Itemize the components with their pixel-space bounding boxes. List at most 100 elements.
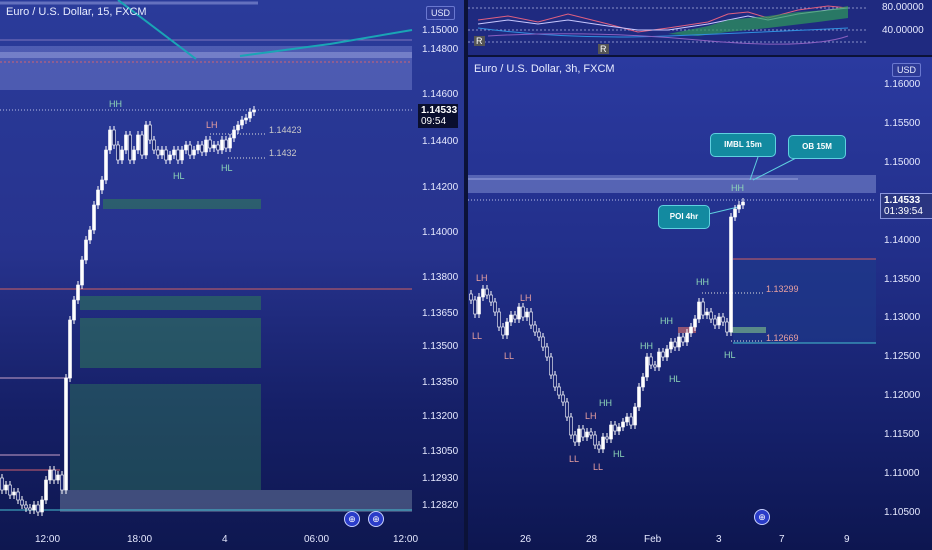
candle-body xyxy=(489,294,493,303)
candle-body xyxy=(216,144,220,151)
left-hl-label-2: HL xyxy=(221,163,233,173)
left-currency-badge[interactable]: USD xyxy=(426,6,456,20)
right-price-tick-label: 1.16000 xyxy=(884,79,921,90)
left-time-tick-label: 4 xyxy=(222,534,228,545)
candle-body xyxy=(473,299,477,315)
right-lh-2: LH xyxy=(520,293,532,303)
right-price-tick-label: 1.11500 xyxy=(884,429,920,441)
candle-body xyxy=(677,336,681,348)
globe-icon[interactable]: ⊕ xyxy=(344,511,360,527)
candle-body xyxy=(641,376,645,388)
globe-icon[interactable]: ⊕ xyxy=(368,511,384,527)
candle-body xyxy=(208,139,212,149)
left-price-tick-label: 1.14200 xyxy=(422,182,459,193)
candle-body xyxy=(549,356,553,376)
right-current-price-value: 1.14533 xyxy=(884,195,921,206)
left-price-tick-label: 1.13500 xyxy=(422,341,459,352)
candle-body xyxy=(28,507,32,511)
candle-body xyxy=(657,351,661,368)
candle-body xyxy=(557,386,561,396)
left-level-label-2: 1.1432 xyxy=(269,148,297,158)
left-price-axis[interactable]: 1.15000 1.14800 1.14600 1.14400 1.14200 1.140… xyxy=(412,0,464,530)
candle-body xyxy=(573,434,577,443)
candle-body xyxy=(693,318,697,328)
candle-body xyxy=(16,491,20,501)
callout-imbl[interactable]: IMBL 15m xyxy=(710,133,776,157)
left-price-tick-label: 1.14000 xyxy=(422,227,459,238)
candle-body xyxy=(36,504,40,513)
right-level-1: 1.13299 xyxy=(766,284,799,294)
candle-body xyxy=(72,299,76,321)
candle-body xyxy=(172,149,176,156)
candle-body xyxy=(509,314,513,323)
demand-zone-1 xyxy=(103,199,261,209)
left-countdown: 09:54 xyxy=(421,116,447,127)
candle-body xyxy=(625,416,629,423)
indicator-marker-1: R xyxy=(474,36,485,46)
left-price-tick-label: 1.13350 xyxy=(422,377,459,388)
left-time-axis[interactable]: 12:00 18:00 4 06:00 12:00 xyxy=(0,530,418,550)
right-time-tick-label: 28 xyxy=(586,534,598,545)
candle-body xyxy=(601,436,605,450)
candle-body xyxy=(669,341,673,350)
candle-body xyxy=(645,356,649,378)
candle-body xyxy=(128,134,132,161)
demand-zone-3 xyxy=(80,318,261,368)
candle-body xyxy=(192,149,196,156)
candle-body xyxy=(164,149,168,161)
candle-body xyxy=(717,316,721,326)
right-chart-canvas[interactable] xyxy=(468,57,932,550)
left-price-tick-label: 1.15000 xyxy=(422,25,459,36)
right-time-tick-label: 9 xyxy=(844,534,850,545)
callout-ob[interactable]: OB 15M xyxy=(788,135,846,159)
right-lh-3: LH xyxy=(585,411,597,421)
right-time-tick-label: Feb xyxy=(644,534,662,545)
candle-body xyxy=(204,139,208,153)
candle-body xyxy=(184,144,188,151)
pane-divider[interactable] xyxy=(464,0,468,550)
pane-divider-h[interactable] xyxy=(468,55,932,57)
left-chart-pane[interactable]: HH LH HL HL 1.14423 1.1432 1.15000 1.1480… xyxy=(0,0,464,550)
indicator-pane[interactable]: R R 80.00000 40.00000 xyxy=(468,0,932,55)
callout-poi[interactable]: POI 4hr xyxy=(658,205,710,229)
candle-body xyxy=(661,351,665,358)
candle-body xyxy=(12,491,16,496)
right-price-axis[interactable]: 1.160001.155001.150001.145001.140001.135… xyxy=(876,57,932,530)
candle-body xyxy=(529,311,533,326)
candle-body xyxy=(160,149,164,156)
left-price-tick-label: 1.13200 xyxy=(422,411,459,422)
left-lh-label: LH xyxy=(206,120,218,130)
candle-body xyxy=(40,499,44,513)
right-currency-badge[interactable]: USD xyxy=(892,63,922,77)
candle-body xyxy=(180,149,184,161)
right-hl-2: HL xyxy=(669,374,681,384)
candle-body xyxy=(196,144,200,151)
right-level-2: 1.12669 xyxy=(766,333,799,343)
candle-body xyxy=(697,301,701,320)
right-hh-5: HH xyxy=(731,183,744,193)
candle-body xyxy=(76,284,80,301)
globe-icon[interactable]: ⊕ xyxy=(754,509,770,525)
left-price-tick-label: 1.13800 xyxy=(422,272,459,283)
right-candles xyxy=(469,198,745,453)
candle-body xyxy=(156,149,160,156)
candle-body xyxy=(132,149,136,161)
left-time-tick-label: 12:00 xyxy=(393,534,419,545)
candle-body xyxy=(673,341,677,348)
left-chart-canvas[interactable] xyxy=(0,0,464,550)
right-chart-pane[interactable]: IMBL 15m OB 15M POI 4hr LH LL LL LH LL L… xyxy=(468,57,932,550)
right-countdown: 01:39:54 xyxy=(884,206,923,217)
candle-body xyxy=(629,416,633,426)
candle-body xyxy=(533,324,537,333)
candle-body xyxy=(685,332,689,343)
candle-body xyxy=(84,239,88,261)
candle-body xyxy=(593,434,597,446)
candle-body xyxy=(609,424,613,440)
candle-body xyxy=(80,259,84,286)
left-price-tick-label: 1.14600 xyxy=(422,89,459,100)
right-hh-1: HH xyxy=(599,398,612,408)
right-time-axis[interactable]: 26 28 Feb 3 7 9 xyxy=(468,530,876,550)
candle-body xyxy=(541,336,545,348)
candle-body xyxy=(136,134,140,151)
right-hh-3: HH xyxy=(660,316,673,326)
